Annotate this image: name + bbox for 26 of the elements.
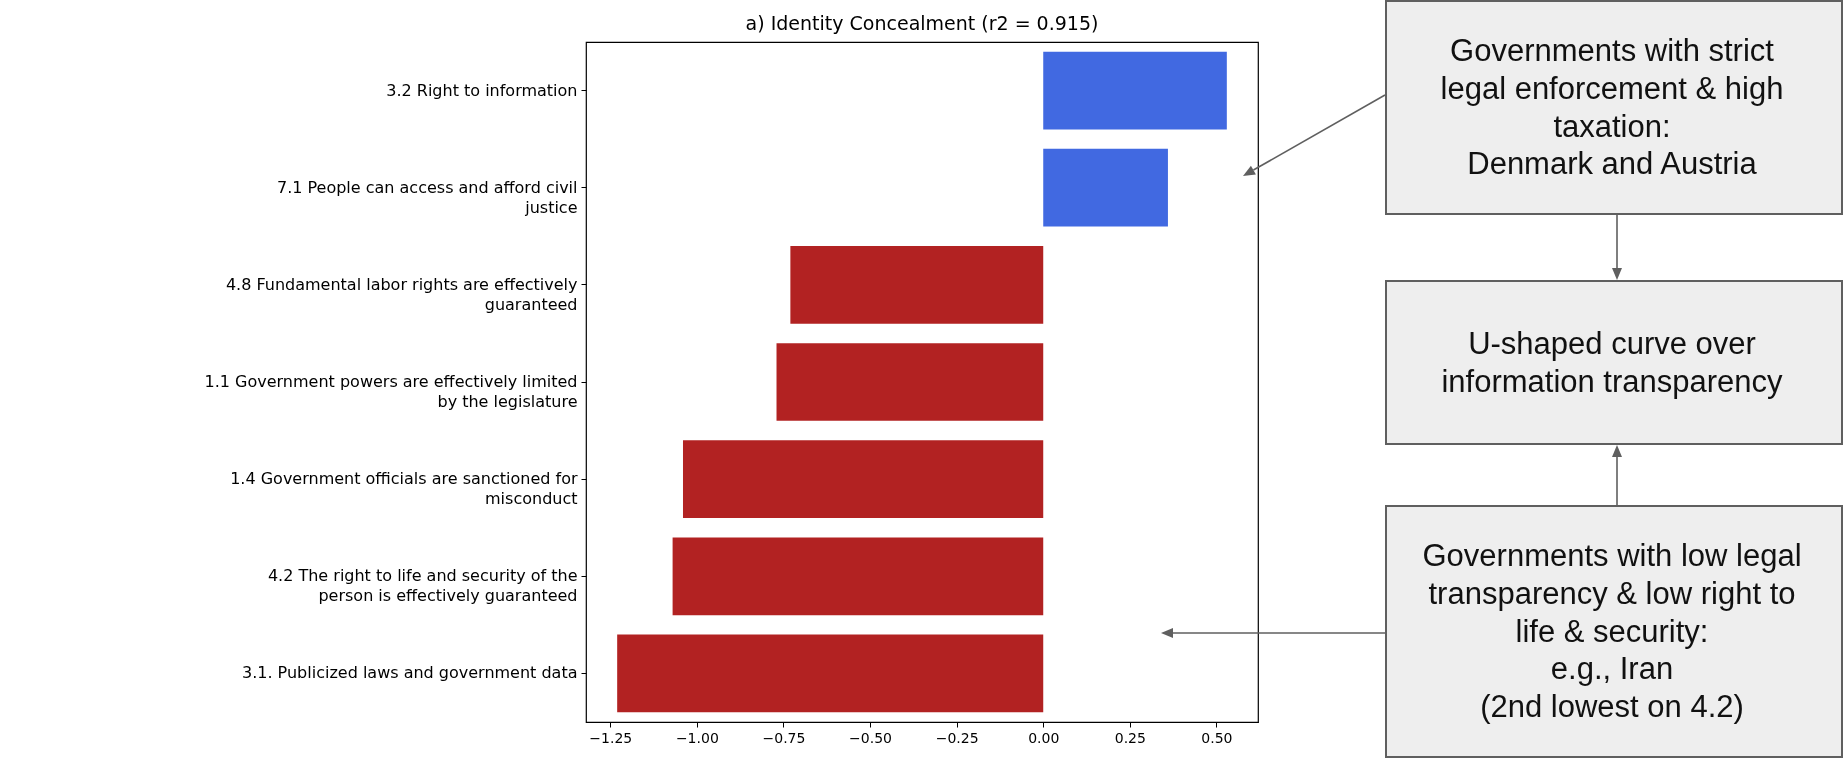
text: Governments with low legal transparency & low right to life & security: e.g., Iran (2nd lowest on 4.2) [1385,505,1843,758]
x-tick-label: 0.25 [1114,729,1146,746]
y-tick-label: 3.2 Right to information [386,80,578,100]
bar [682,440,1044,518]
y-tick-label: 7.1 People can access and afford civil justice [276,177,578,217]
chart-title: a) Identity Concealment (r2 = 0.915) [745,12,1099,34]
text: Governments with strict legal enforcement & high taxation: Denmark and Austria [1385,0,1843,215]
x-tick-label: −0.75 [762,729,806,746]
x-tick-label: −0.25 [935,729,979,746]
bar [776,343,1044,421]
x-tick-label: 0.00 [1028,729,1060,746]
y-tick-label: 1.1 Government powers are effectively limited by the legislature [204,372,578,411]
bar [1043,148,1168,227]
bar [672,537,1044,616]
x-tick-label: −0.50 [849,729,892,746]
x-tick-label: −1.25 [589,729,633,746]
y-tick-label: 3.1. Publicized laws and government data [241,663,578,683]
x-tick-label: 0.50 [1201,729,1233,746]
bar [790,246,1044,324]
text: U-shaped curve over information transparency [1385,280,1843,445]
y-tick-label: 4.2 The right to life and security of the person is effectively guaranteed [267,566,578,606]
y-tick-label: 4.8 Fundamental labor rights are effectively guaranteed [225,274,578,314]
bar [617,634,1044,713]
bar [1043,51,1227,130]
y-tick-label: 1.4 Government officials are sanctioned for misconduct [230,469,578,509]
x-tick-label: −1.00 [675,729,719,746]
